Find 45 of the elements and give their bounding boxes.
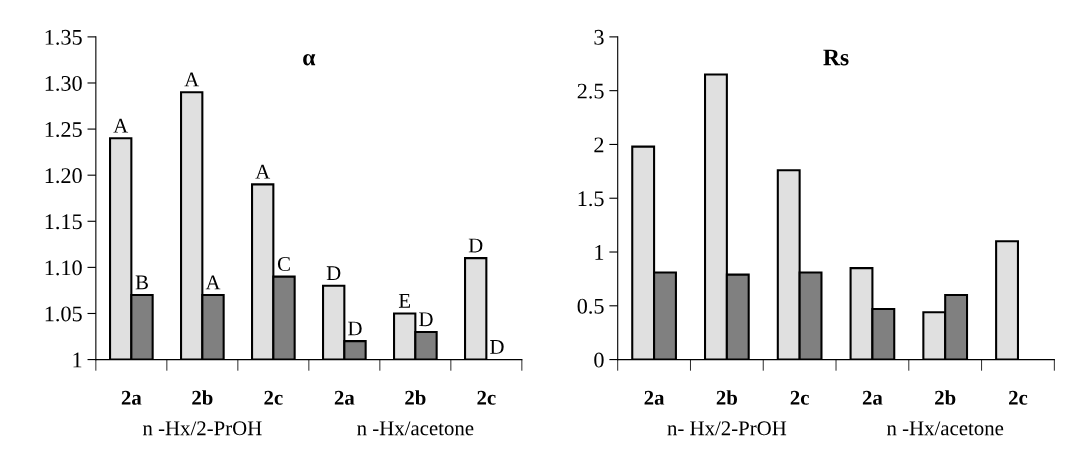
data-label: D (468, 238, 483, 253)
x-tick-label: 2c (264, 390, 283, 405)
chart-title: Rs (823, 49, 849, 66)
y-tick-label: 0 (594, 352, 604, 368)
y-tick-label: 1 (73, 352, 82, 368)
text: n -Hx/acetone (886, 421, 1004, 436)
data-label: A (184, 72, 200, 87)
x-tick-label: 2a (334, 390, 355, 405)
data-label: C (277, 256, 290, 271)
data-label: D (348, 321, 362, 336)
y-tick-label: 1.30 (45, 75, 82, 92)
y-tick-label: 2.5 (577, 83, 604, 99)
data-label: B (135, 275, 148, 290)
y-tick-label: 1.35 (45, 29, 82, 45)
x-tick-label: 2a (121, 390, 142, 405)
data-label: A (113, 118, 129, 133)
x-tick-label: 2b (716, 390, 738, 405)
data-label: A (205, 275, 221, 290)
chart-title: α (303, 54, 316, 66)
y-tick-label: 1.05 (45, 306, 82, 322)
text: n- Hx/2-PrOH (667, 421, 787, 436)
data-label: D (419, 312, 433, 327)
y-tick-label: 1.10 (45, 260, 82, 276)
data-label: D (490, 340, 504, 354)
data-label: D (326, 266, 341, 281)
y-tick-label: 1.25 (45, 122, 82, 138)
y-tick-label: 3 (594, 29, 604, 45)
y-tick-label: 2 (594, 137, 604, 153)
x-tick-label: 2b (192, 390, 213, 405)
x-tick-label: 2a (644, 390, 665, 405)
x-tick-label: 2b (405, 390, 426, 405)
x-tick-label: 2c (477, 390, 496, 405)
x-tick-label: 2c (790, 390, 809, 405)
y-tick-label: 1.20 (45, 168, 82, 184)
y-tick-label: 1 (595, 245, 604, 260)
x-tick-label: 2c (1009, 390, 1028, 405)
data-label: A (255, 164, 271, 179)
x-tick-label: 2a (862, 390, 883, 405)
y-tick-label: 1.15 (45, 214, 82, 230)
y-tick-label: 0.5 (577, 298, 604, 314)
data-label: E (398, 294, 411, 308)
x-tick-label: 2b (935, 390, 956, 405)
text: n -Hx/2-PrOH (142, 421, 262, 436)
text: n -Hx/acetone (357, 421, 474, 436)
y-tick-label: 1.5 (578, 191, 604, 207)
